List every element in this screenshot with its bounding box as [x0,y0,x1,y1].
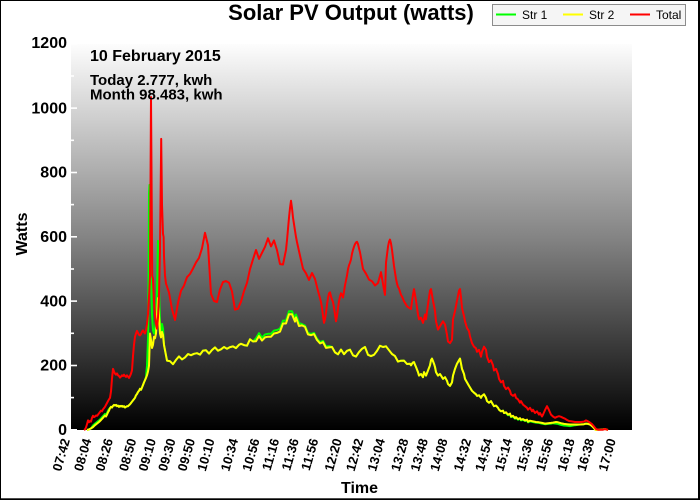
svg-text:600: 600 [40,229,67,246]
svg-text:Today 2.777, kwh: Today 2.777, kwh [90,72,212,89]
svg-text:400: 400 [40,293,67,310]
svg-text:Str 1: Str 1 [522,8,548,22]
svg-text:Time: Time [341,480,378,497]
svg-text:200: 200 [40,358,67,375]
svg-text:Str 2: Str 2 [589,8,615,22]
svg-text:Total: Total [656,8,681,22]
svg-text:10 February 2015: 10 February 2015 [90,48,221,65]
svg-text:800: 800 [40,165,67,182]
svg-text:0: 0 [58,422,67,439]
svg-text:1000: 1000 [31,100,67,117]
svg-text:Watts: Watts [14,212,31,255]
svg-text:Solar PV Output (watts): Solar PV Output (watts) [228,0,474,25]
svg-text:1200: 1200 [31,35,67,52]
svg-text:Month 98.483, kwh: Month 98.483, kwh [90,87,223,104]
